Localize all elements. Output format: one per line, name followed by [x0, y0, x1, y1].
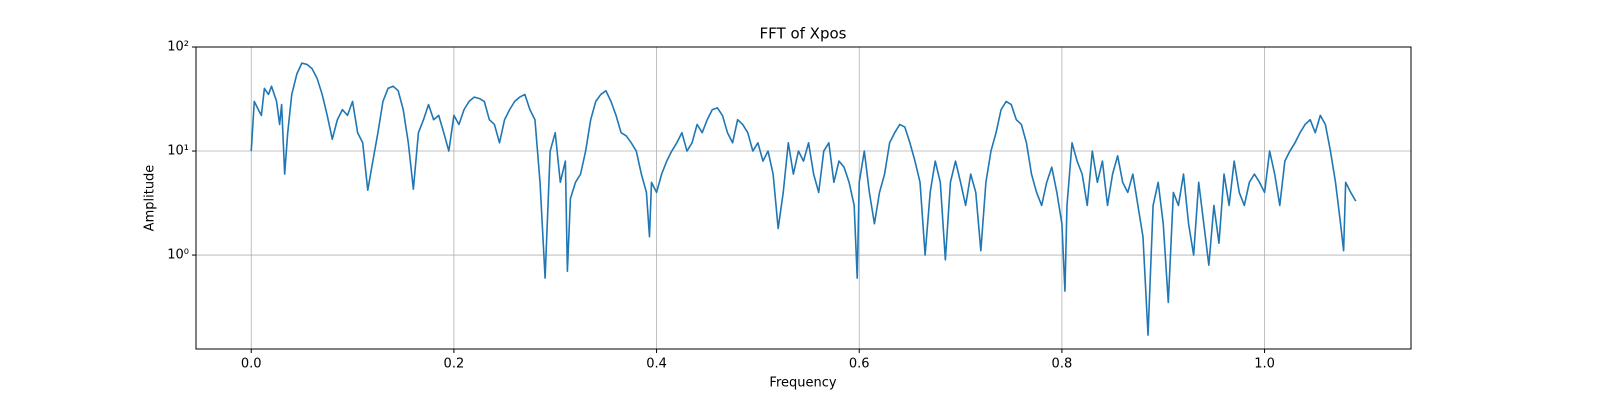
y-tick-label: 10¹ — [167, 144, 189, 159]
y-tick-label: 10⁰ — [167, 248, 189, 263]
x-tick-label: 0.6 — [849, 357, 870, 372]
x-tick-label: 0.8 — [1052, 357, 1073, 372]
x-tick-label: 0.4 — [646, 357, 667, 372]
y-tick-label: 10² — [167, 40, 189, 55]
data-line — [250, 62, 1357, 336]
chart-title: FFT of Xpos — [760, 25, 847, 43]
x-tick-label: 1.0 — [1254, 357, 1275, 372]
x-axis-label: Frequency — [769, 376, 836, 391]
plot-frame — [195, 46, 1412, 350]
x-tick-label: 0.2 — [444, 357, 465, 372]
x-tick-label: 0.0 — [241, 357, 262, 372]
y-axis-label: Amplitude — [143, 165, 158, 232]
